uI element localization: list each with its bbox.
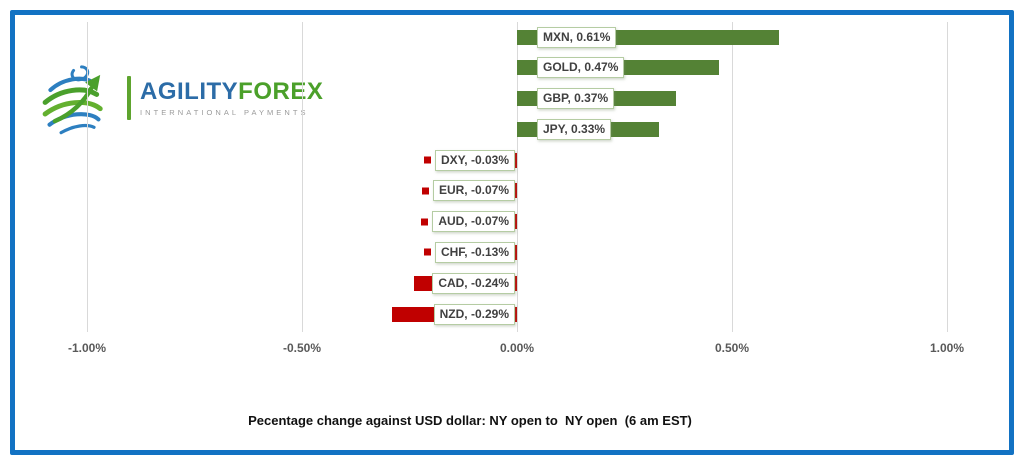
legend-key-square bbox=[526, 64, 533, 72]
legend-key-square bbox=[526, 125, 533, 133]
data-label-mxn: MXN, 0.61% bbox=[526, 26, 617, 48]
brand-name-primary: AGILITY bbox=[140, 77, 239, 105]
chart-title: Pecentage change against USD dollar: NY … bbox=[248, 413, 692, 428]
legend-key-square bbox=[421, 218, 429, 226]
x-axis-tick-label: 0.00% bbox=[499, 341, 535, 355]
legend-key-square bbox=[421, 279, 429, 287]
data-label-dxy: DXY, -0.03% bbox=[423, 149, 515, 171]
logo-text: AGILITYFOREX INTERNATIONAL PAYMENTS bbox=[140, 77, 324, 117]
legend-key-square bbox=[423, 248, 431, 256]
x-axis-tick-label: -1.00% bbox=[67, 341, 107, 355]
data-label-eur: EUR, -0.07% bbox=[421, 180, 515, 202]
data-label-gbp: GBP, 0.37% bbox=[526, 88, 615, 110]
brand-logo: AGILITYFOREX INTERNATIONAL PAYMENTS bbox=[38, 56, 323, 140]
globe-arrow-logo-icon bbox=[42, 65, 103, 135]
logo-divider bbox=[127, 76, 131, 120]
x-axis-tick-label: 0.50% bbox=[714, 341, 750, 355]
gridline bbox=[946, 22, 948, 332]
legend-key-square bbox=[423, 156, 431, 164]
x-axis-tick-label: 1.00% bbox=[929, 341, 965, 355]
data-label-chf: CHF, -0.13% bbox=[423, 241, 515, 263]
data-label-gold: GOLD, 0.47% bbox=[526, 57, 625, 79]
data-label-nzd: NZD, -0.29% bbox=[422, 303, 515, 325]
data-label-aud: AUD, -0.07% bbox=[421, 211, 515, 233]
brand-name: AGILITYFOREX bbox=[140, 77, 324, 105]
data-label-jpy: JPY, 0.33% bbox=[526, 118, 612, 140]
x-axis-tick-label: -0.50% bbox=[282, 341, 322, 355]
legend-key-square bbox=[422, 310, 430, 318]
legend-key-square bbox=[421, 187, 429, 195]
legend-key-square bbox=[526, 33, 533, 41]
brand-name-secondary: FOREX bbox=[238, 77, 324, 105]
data-label-cad: CAD, -0.24% bbox=[421, 272, 515, 294]
gridline bbox=[731, 22, 733, 332]
legend-key-square bbox=[526, 95, 533, 103]
gridline bbox=[516, 22, 518, 332]
brand-tagline: INTERNATIONAL PAYMENTS bbox=[140, 107, 309, 117]
gridline bbox=[86, 22, 88, 332]
gridline bbox=[301, 22, 303, 332]
